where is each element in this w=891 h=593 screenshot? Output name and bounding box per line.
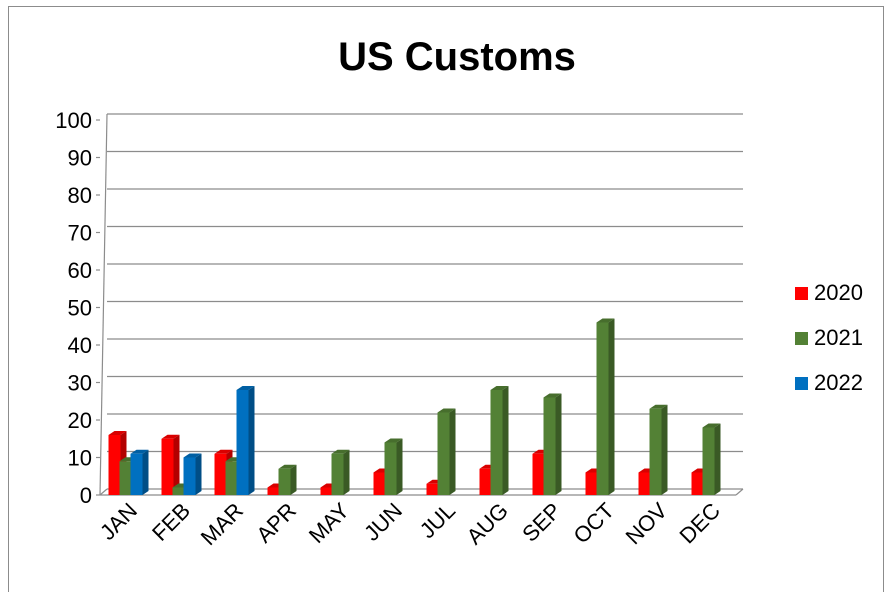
x-tick-label: AUG [462, 498, 513, 549]
legend-item-2020: 2020 [795, 280, 863, 305]
y-tick-label: 10 [68, 446, 92, 471]
legend-item-2022: 2022 [795, 370, 863, 395]
x-tick-label: JAN [95, 498, 142, 545]
y-tick-label: 40 [68, 333, 92, 358]
x-tick-label: SEP [517, 498, 566, 547]
y-tick-label: 50 [68, 296, 92, 321]
x-tick-label: NOV [621, 498, 673, 550]
bar-2021-oct [596, 318, 615, 495]
x-tick-label: APR [251, 498, 301, 548]
bars [108, 318, 721, 495]
x-tick-label: FEB [147, 498, 195, 546]
legend-item-2021: 2021 [795, 325, 863, 350]
y-axis-ticks: 0 10 20 30 40 50 60 70 80 90 100 [55, 108, 92, 508]
x-tick-label: MAY [304, 498, 354, 548]
gridlines [96, 113, 744, 496]
chart-frame [8, 6, 884, 592]
bar-2022-jan [130, 449, 149, 495]
y-tick-label: 0 [80, 483, 92, 508]
bar-2021-may [331, 449, 350, 495]
y-tick-label: 70 [68, 221, 92, 246]
bar-2022-feb [183, 453, 202, 495]
bar-2021-sep [543, 393, 562, 495]
x-tick-label: DEC [675, 498, 726, 549]
y-tick-label: 30 [68, 371, 92, 396]
y-tick-label: 80 [68, 183, 92, 208]
chart-title: US Customs [338, 35, 576, 79]
x-tick-label: JUN [359, 498, 407, 546]
legend-swatch [795, 332, 808, 345]
x-tick-label: JUL [415, 498, 460, 543]
bar-2021-dec [702, 423, 721, 495]
bar-2021-nov [649, 404, 668, 495]
y-tick-label: 100 [55, 108, 92, 133]
x-tick-label: MAR [196, 498, 248, 550]
legend-swatch [795, 287, 808, 300]
x-tick-label: OCT [569, 498, 620, 549]
legend-label: 2020 [814, 280, 863, 305]
floor-edge [99, 488, 108, 496]
legend-label: 2022 [814, 370, 863, 395]
bar-2021-aug [490, 386, 509, 495]
bar-2021-jun [384, 438, 403, 495]
y-tick-label: 90 [68, 146, 92, 171]
bar-2021-jul [437, 408, 456, 495]
bar-2022-mar [236, 386, 255, 495]
bar-2021-apr [278, 464, 297, 495]
y-tick-label: 20 [68, 408, 92, 433]
y-tick-label: 60 [68, 258, 92, 283]
bar-2020-feb [161, 434, 180, 495]
y-axis-wall [99, 113, 108, 496]
x-axis-ticks: JAN FEB MAR APR MAY JUN JUL AUG SEP OCT NOV DEC [95, 498, 725, 550]
legend-swatch [795, 377, 808, 390]
legend: 2020 2021 2022 [795, 280, 863, 395]
floor-edge [735, 488, 744, 496]
legend-label: 2021 [814, 325, 863, 350]
